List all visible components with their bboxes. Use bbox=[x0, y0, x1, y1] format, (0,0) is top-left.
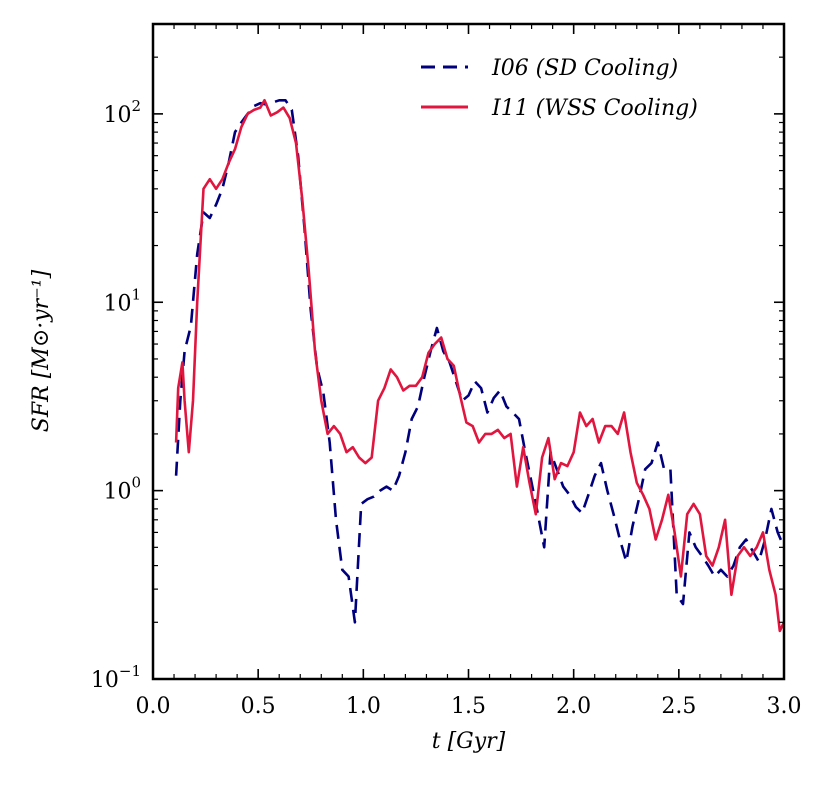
x-tick-label: 3.0 bbox=[767, 694, 802, 719]
x-tick-labels: 0.0 0.5 1.0 1.5 2.0 2.5 3.0 bbox=[136, 694, 802, 719]
y-tick-label: 102 bbox=[103, 97, 141, 128]
x-tick-label: 0.5 bbox=[241, 694, 276, 719]
axis-ticks bbox=[152, 23, 785, 680]
legend-label-i11: I11 (WSS Cooling) bbox=[491, 96, 698, 121]
y-tick-label: 101 bbox=[103, 285, 141, 316]
y-axis-label: SFR [M⊙·yr⁻¹] bbox=[29, 269, 54, 432]
x-tick-label: 2.5 bbox=[661, 694, 696, 719]
x-tick-label: 1.0 bbox=[346, 694, 381, 719]
x-axis-label: t [Gyr] bbox=[432, 729, 506, 754]
x-tick-label: 1.5 bbox=[451, 694, 486, 719]
legend: I06 (SD Cooling) I11 (WSS Cooling) bbox=[421, 56, 698, 121]
x-tick-label: 0.0 bbox=[136, 694, 171, 719]
plot-frame bbox=[151, 22, 786, 681]
legend-label-i06: I06 (SD Cooling) bbox=[491, 56, 678, 81]
y-tick-label: 100 bbox=[103, 474, 141, 505]
y-tick-labels: 10−1 100 101 102 bbox=[91, 97, 141, 693]
y-tick-label: 10−1 bbox=[91, 662, 141, 693]
series-layer bbox=[174, 99, 784, 633]
series-line-i11 bbox=[174, 99, 784, 633]
series-line-i06 bbox=[174, 99, 784, 624]
x-tick-label: 2.0 bbox=[556, 694, 591, 719]
